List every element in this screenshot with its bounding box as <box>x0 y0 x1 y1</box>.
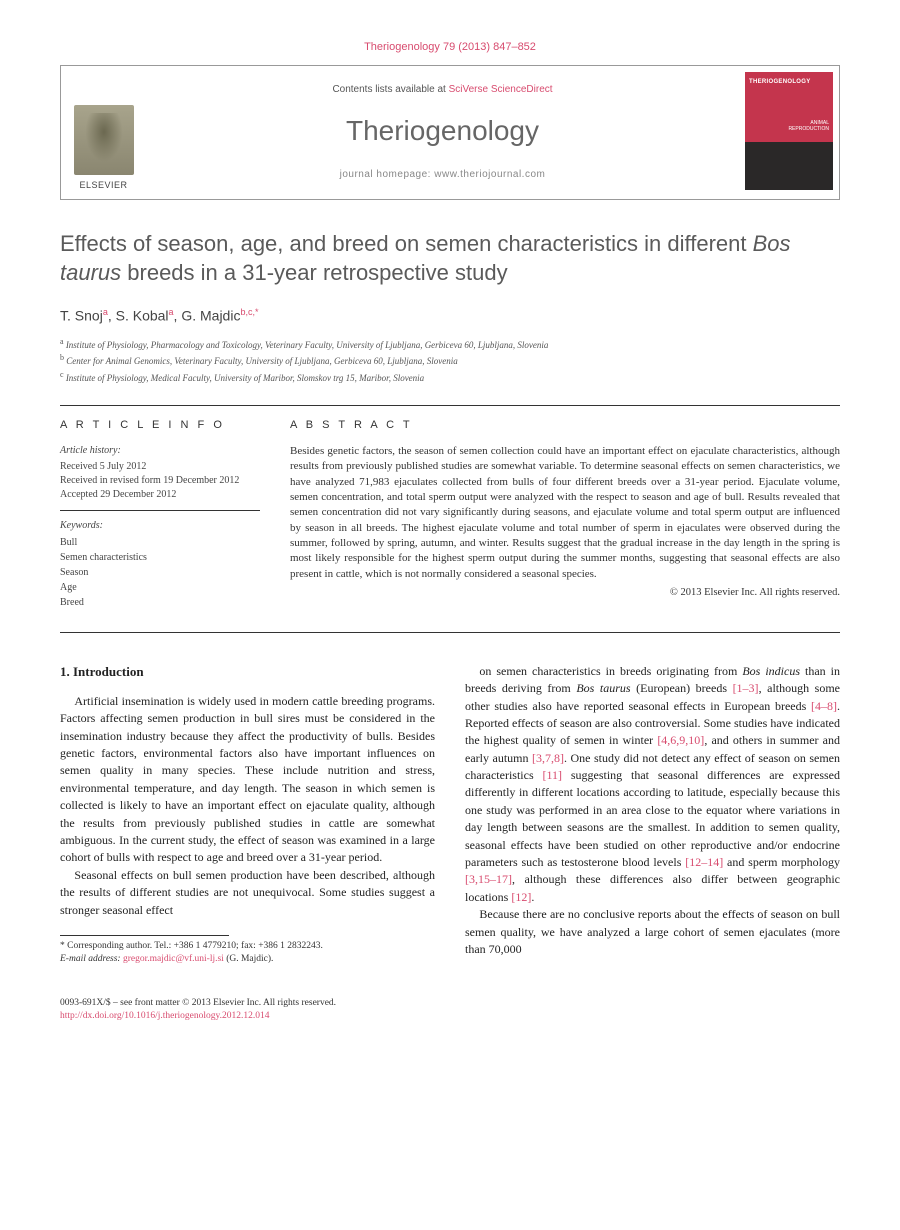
cover-title: THERIOGENOLOGY <box>749 78 829 86</box>
history-heading: Article history: <box>60 444 260 458</box>
abstract-heading: A B S T R A C T <box>290 418 840 433</box>
col2-text: on semen characteristics in breeds origi… <box>465 663 840 959</box>
affiliations: a Institute of Physiology, Pharmacology … <box>60 336 840 386</box>
contents-prefix: Contents lists available at <box>332 84 448 95</box>
history-block: Article history: Received 5 July 2012Rec… <box>60 444 260 511</box>
body-paragraph: Artificial insemination is widely used i… <box>60 693 435 867</box>
publisher-logo-block: ELSEVIER <box>61 66 146 199</box>
journal-cover: THERIOGENOLOGY ANIMALREPRODUCTION <box>745 72 833 190</box>
divider-top <box>60 405 840 406</box>
article-info: A R T I C L E I N F O Article history: R… <box>60 418 260 609</box>
abstract-block: A B S T R A C T Besides genetic factors,… <box>290 418 840 609</box>
bottom-info: 0093-691X/$ – see front matter © 2013 El… <box>60 997 840 1024</box>
journal-name: Theriogenology <box>346 111 539 150</box>
history-line: Received 5 July 2012 <box>60 460 260 474</box>
header-citation: Theriogenology 79 (2013) 847–852 <box>60 40 840 55</box>
col2-para2: Because there are no conclusive reports … <box>465 906 840 958</box>
intro-heading: 1. Introduction <box>60 663 435 681</box>
sciencedirect-link[interactable]: SciVerse ScienceDirect <box>449 84 553 95</box>
doi-link[interactable]: http://dx.doi.org/10.1016/j.theriogenolo… <box>60 1010 840 1023</box>
journal-cover-block: THERIOGENOLOGY ANIMALREPRODUCTION <box>739 66 839 199</box>
journal-header: ELSEVIER Contents lists available at Sci… <box>60 65 840 200</box>
keyword: Breed <box>60 595 260 610</box>
keyword: Semen characteristics <box>60 550 260 565</box>
email-suffix: (G. Majdic). <box>224 954 274 964</box>
keywords-list: BullSemen characteristicsSeasonAgeBreed <box>60 535 260 610</box>
footnote-divider <box>60 935 229 936</box>
homepage-label: journal homepage: <box>340 169 435 180</box>
footnote-corr: * Corresponding author. Tel.: +386 1 477… <box>60 940 435 953</box>
cover-dark-band <box>745 142 833 190</box>
cover-label: ANIMALREPRODUCTION <box>788 120 829 132</box>
homepage-line: journal homepage: www.theriojournal.com <box>340 168 546 182</box>
title-part1: Effects of season, age, and breed on sem… <box>60 231 753 256</box>
keywords-heading: Keywords: <box>60 519 260 533</box>
history-line: Accepted 29 December 2012 <box>60 488 260 502</box>
email-link[interactable]: gregor.majdic@vf.uni-lj.si <box>123 954 224 964</box>
copyright: © 2013 Elsevier Inc. All rights reserved… <box>290 586 840 601</box>
article-title: Effects of season, age, and breed on sem… <box>60 230 840 287</box>
header-center: Contents lists available at SciVerse Sci… <box>146 66 739 199</box>
abstract-text: Besides genetic factors, the season of s… <box>290 444 840 583</box>
title-part2: breeds in a 31-year retrospective study <box>121 260 507 285</box>
intro-text: Artificial insemination is widely used i… <box>60 693 435 919</box>
email-label: E-mail address: <box>60 954 123 964</box>
history-line: Received in revised form 19 December 201… <box>60 474 260 488</box>
issn-line: 0093-691X/$ – see front matter © 2013 El… <box>60 997 840 1010</box>
homepage-url[interactable]: www.theriojournal.com <box>434 169 545 180</box>
column-left: 1. Introduction Artificial insemination … <box>60 663 435 967</box>
authors-line: T. Snoja, S. Kobala, G. Majdicb,c,* <box>60 306 840 326</box>
article-info-heading: A R T I C L E I N F O <box>60 418 260 433</box>
body-paragraph: Seasonal effects on bull semen productio… <box>60 867 435 919</box>
corresponding-footnote: * Corresponding author. Tel.: +386 1 477… <box>60 940 435 967</box>
keyword: Age <box>60 580 260 595</box>
keyword: Bull <box>60 535 260 550</box>
contents-line: Contents lists available at SciVerse Sci… <box>332 83 552 97</box>
column-right: on semen characteristics in breeds origi… <box>465 663 840 967</box>
keyword: Season <box>60 565 260 580</box>
publisher-name: ELSEVIER <box>79 179 127 192</box>
divider-bottom <box>60 632 840 633</box>
elsevier-tree-icon <box>74 105 134 175</box>
